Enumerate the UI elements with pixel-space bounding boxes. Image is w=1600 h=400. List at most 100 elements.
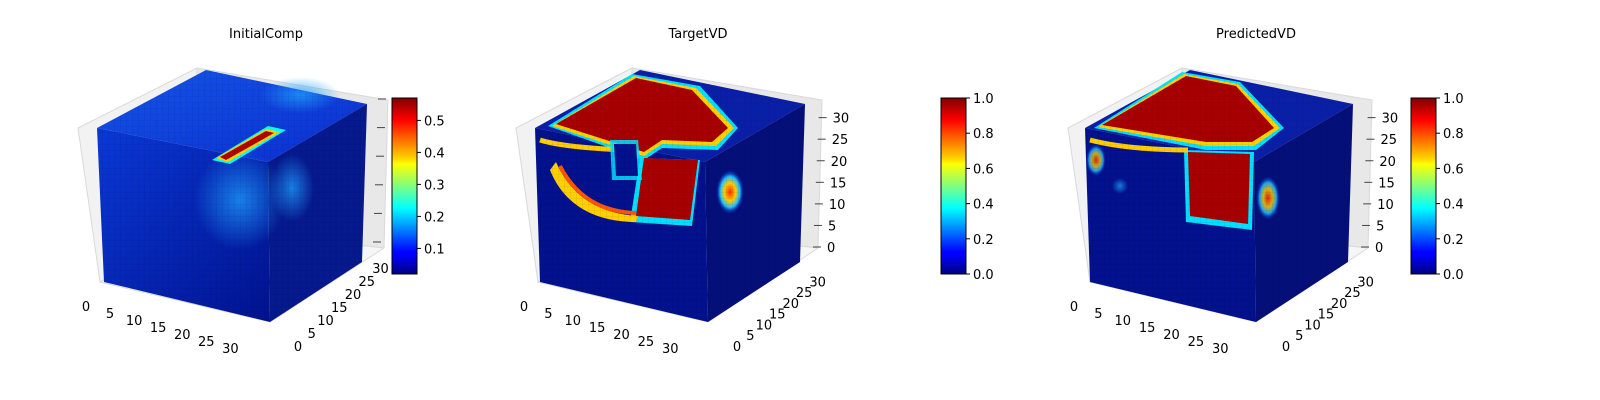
x-tick-label: 30	[1212, 342, 1229, 357]
y-tick-label: 0	[294, 340, 302, 355]
x-axis-ticks: 0 5 10 15 20 25 30	[520, 300, 679, 357]
x-tick-label: 25	[638, 335, 655, 350]
colorbar-tick-label: 0.8	[1443, 127, 1464, 142]
x-axis-ticks: 0 5 10 15 20 25 30	[1070, 300, 1229, 357]
y-tick-label: 10	[317, 314, 334, 329]
colorbar-tick-label: 0.0	[1443, 268, 1464, 283]
chart-title: InitialComp	[229, 27, 303, 42]
x-tick-label: 5	[106, 307, 114, 322]
z-axis-ticks: 0 5 10 15 20 25 30	[1361, 112, 1398, 256]
chart-title: PredictedVD	[1216, 27, 1296, 42]
z-tick-label: 30	[833, 112, 850, 127]
colorbar	[940, 97, 967, 275]
x-tick-label: 0	[1070, 300, 1078, 315]
y-tick-label: 20	[345, 288, 362, 303]
z-tick-label: 5	[828, 219, 836, 234]
y-tick-label: 10	[756, 318, 773, 333]
colorbar-tick-label: 0.8	[973, 127, 994, 142]
x-tick-label: 30	[222, 342, 239, 357]
x-tick-label: 30	[662, 342, 679, 357]
colorbar-tick-label: 1.0	[1443, 92, 1464, 107]
voxel-grid	[705, 104, 805, 322]
z-tick-label: 25	[832, 133, 849, 148]
colorbar-ticks: 0.0 0.2 0.4 0.6 0.8 1.0	[1436, 92, 1464, 283]
y-tick-label: 20	[1331, 297, 1348, 312]
colorbar-tick-label: 0.2	[973, 233, 994, 248]
colorbar-tick-label: 0.1	[424, 242, 445, 257]
x-tick-label: 0	[82, 300, 90, 315]
z-tick-label: 25	[1380, 133, 1397, 148]
colorbar-tick-label: 0.2	[1443, 233, 1464, 248]
x-tick-label: 5	[544, 307, 552, 322]
y-tick-label: 15	[769, 308, 786, 323]
voxel-grid	[1085, 70, 1353, 162]
colorbar-ticks: 0.0 0.2 0.4 0.6 0.8 1.0	[966, 92, 994, 283]
z-tick-label: 15	[830, 176, 847, 191]
y-tick-label: 25	[358, 275, 375, 290]
x-tick-label: 10	[564, 314, 581, 329]
voxel-grid	[97, 70, 367, 162]
y-tick-label: 0	[1282, 340, 1290, 355]
voxel-grid	[97, 128, 270, 322]
colorbar-ticks: 0.1 0.2 0.3 0.4 0.5	[417, 114, 445, 257]
y-tick-label: 30	[809, 275, 826, 290]
y-tick-label: 5	[308, 327, 316, 342]
z-tick-label: 30	[1382, 112, 1399, 127]
chart-title: TargetVD	[667, 27, 727, 42]
colorbar-tick-label: 0.3	[424, 178, 445, 193]
x-tick-label: 10	[126, 314, 143, 329]
z-tick-label: 5	[1376, 219, 1384, 234]
colorbar-tick-label: 0.6	[973, 162, 994, 177]
y-tick-label: 15	[1318, 308, 1335, 323]
colorbar-tick-label: 0.5	[424, 114, 445, 129]
x-tick-label: 20	[174, 328, 191, 343]
x-tick-label: 0	[520, 300, 528, 315]
x-tick-label: 25	[198, 335, 215, 350]
voxel-grid	[535, 70, 805, 162]
z-axis-ticks: 0 5 10 15 20 25 30	[813, 112, 849, 256]
voxel-grid	[1254, 104, 1353, 322]
y-tick-label: 10	[1304, 318, 1321, 333]
colorbar-tick-label: 1.0	[973, 92, 994, 107]
voxel-grid	[535, 128, 708, 322]
colorbar	[1410, 97, 1437, 275]
z-tick-label: 10	[1377, 198, 1394, 213]
y-tick-label: 15	[331, 301, 348, 316]
x-tick-label: 20	[1163, 328, 1180, 343]
z-tick-label: 10	[829, 198, 846, 213]
x-tick-label: 20	[613, 328, 630, 343]
z-tick-label: 20	[831, 155, 848, 170]
z-tick-label: 0	[827, 241, 835, 256]
y-tick-label: 30	[372, 262, 389, 277]
colorbar-tick-label: 0.4	[424, 146, 445, 161]
colorbar-tick-label: 0.6	[1443, 162, 1464, 177]
x-axis-ticks: 0 5 10 15 20 25 30	[82, 300, 239, 357]
y-tick-label: 30	[1357, 275, 1374, 290]
y-tick-label: 0	[733, 340, 741, 355]
y-tick-label: 25	[1344, 286, 1361, 301]
x-tick-label: 15	[150, 321, 167, 336]
z-tick-label: 20	[1379, 155, 1396, 170]
voxel-grid	[268, 104, 367, 322]
colorbar	[391, 97, 418, 275]
z-axis-ticks	[373, 98, 386, 243]
voxel-grid	[1085, 128, 1256, 322]
y-tick-label: 25	[796, 286, 813, 301]
x-tick-label: 10	[1114, 314, 1131, 329]
y-tick-label: 5	[746, 329, 754, 344]
y-tick-label: 20	[782, 297, 799, 312]
colorbar-tick-label: 0.2	[424, 210, 445, 225]
z-tick-label: 0	[1375, 241, 1383, 256]
x-tick-label: 15	[589, 321, 606, 336]
y-tick-label: 5	[1295, 329, 1303, 344]
colorbar-tick-label: 0.4	[1443, 198, 1464, 213]
x-tick-label: 25	[1188, 335, 1205, 350]
colorbar-tick-label: 0.0	[973, 268, 994, 283]
